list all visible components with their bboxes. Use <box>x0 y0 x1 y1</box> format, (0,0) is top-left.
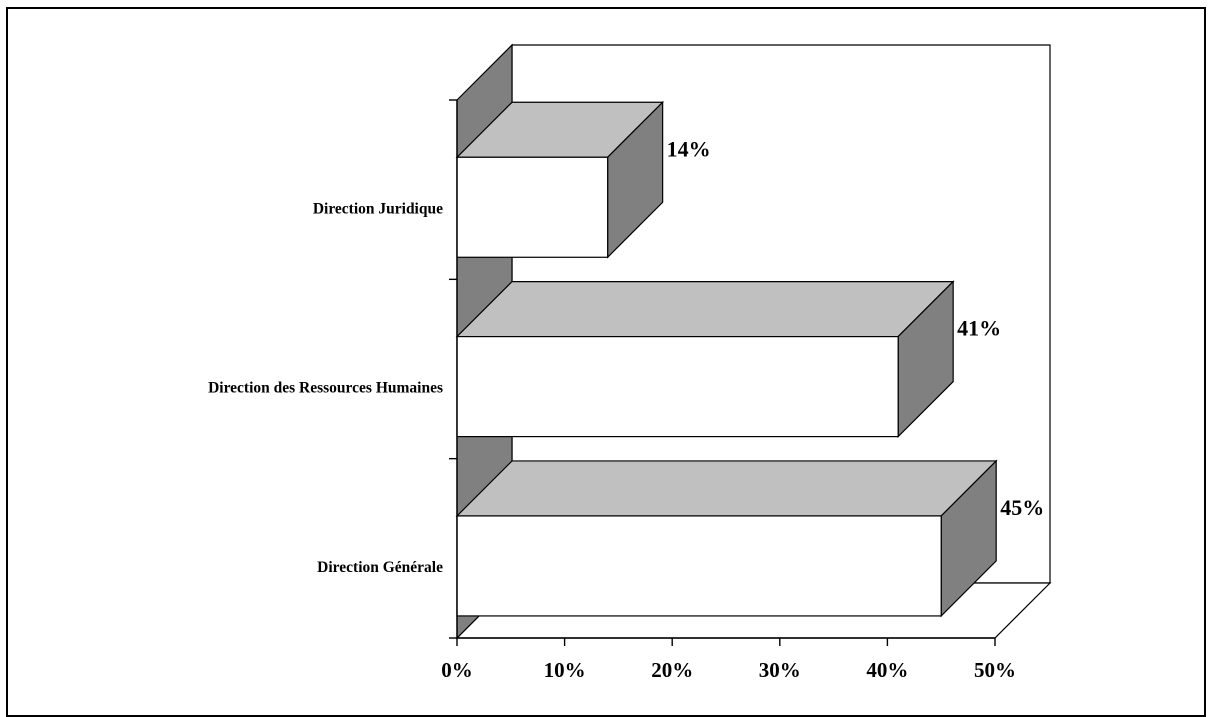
x-tick-label: 0% <box>441 658 473 682</box>
x-tick-label: 30% <box>759 658 801 682</box>
category-label: Direction Générale <box>317 559 443 576</box>
bar-1[interactable] <box>457 461 996 616</box>
x-tick-label: 20% <box>651 658 693 682</box>
data-label: 14% <box>667 136 711 161</box>
data-label: 41% <box>957 316 1001 341</box>
bar-front-face[interactable] <box>457 157 608 257</box>
data-label: 45% <box>1000 495 1044 520</box>
bar-front-face[interactable] <box>457 337 898 437</box>
bar-2[interactable] <box>457 282 953 437</box>
bar-top-face <box>457 461 996 516</box>
category-label: Direction Juridique <box>313 200 443 217</box>
x-tick-label: 50% <box>974 658 1016 682</box>
x-tick-label: 10% <box>544 658 586 682</box>
x-tick-label: 40% <box>866 658 908 682</box>
bar-front-face[interactable] <box>457 516 941 616</box>
bar-top-face <box>457 282 953 337</box>
category-label: Direction des Ressources Humaines <box>208 380 443 397</box>
